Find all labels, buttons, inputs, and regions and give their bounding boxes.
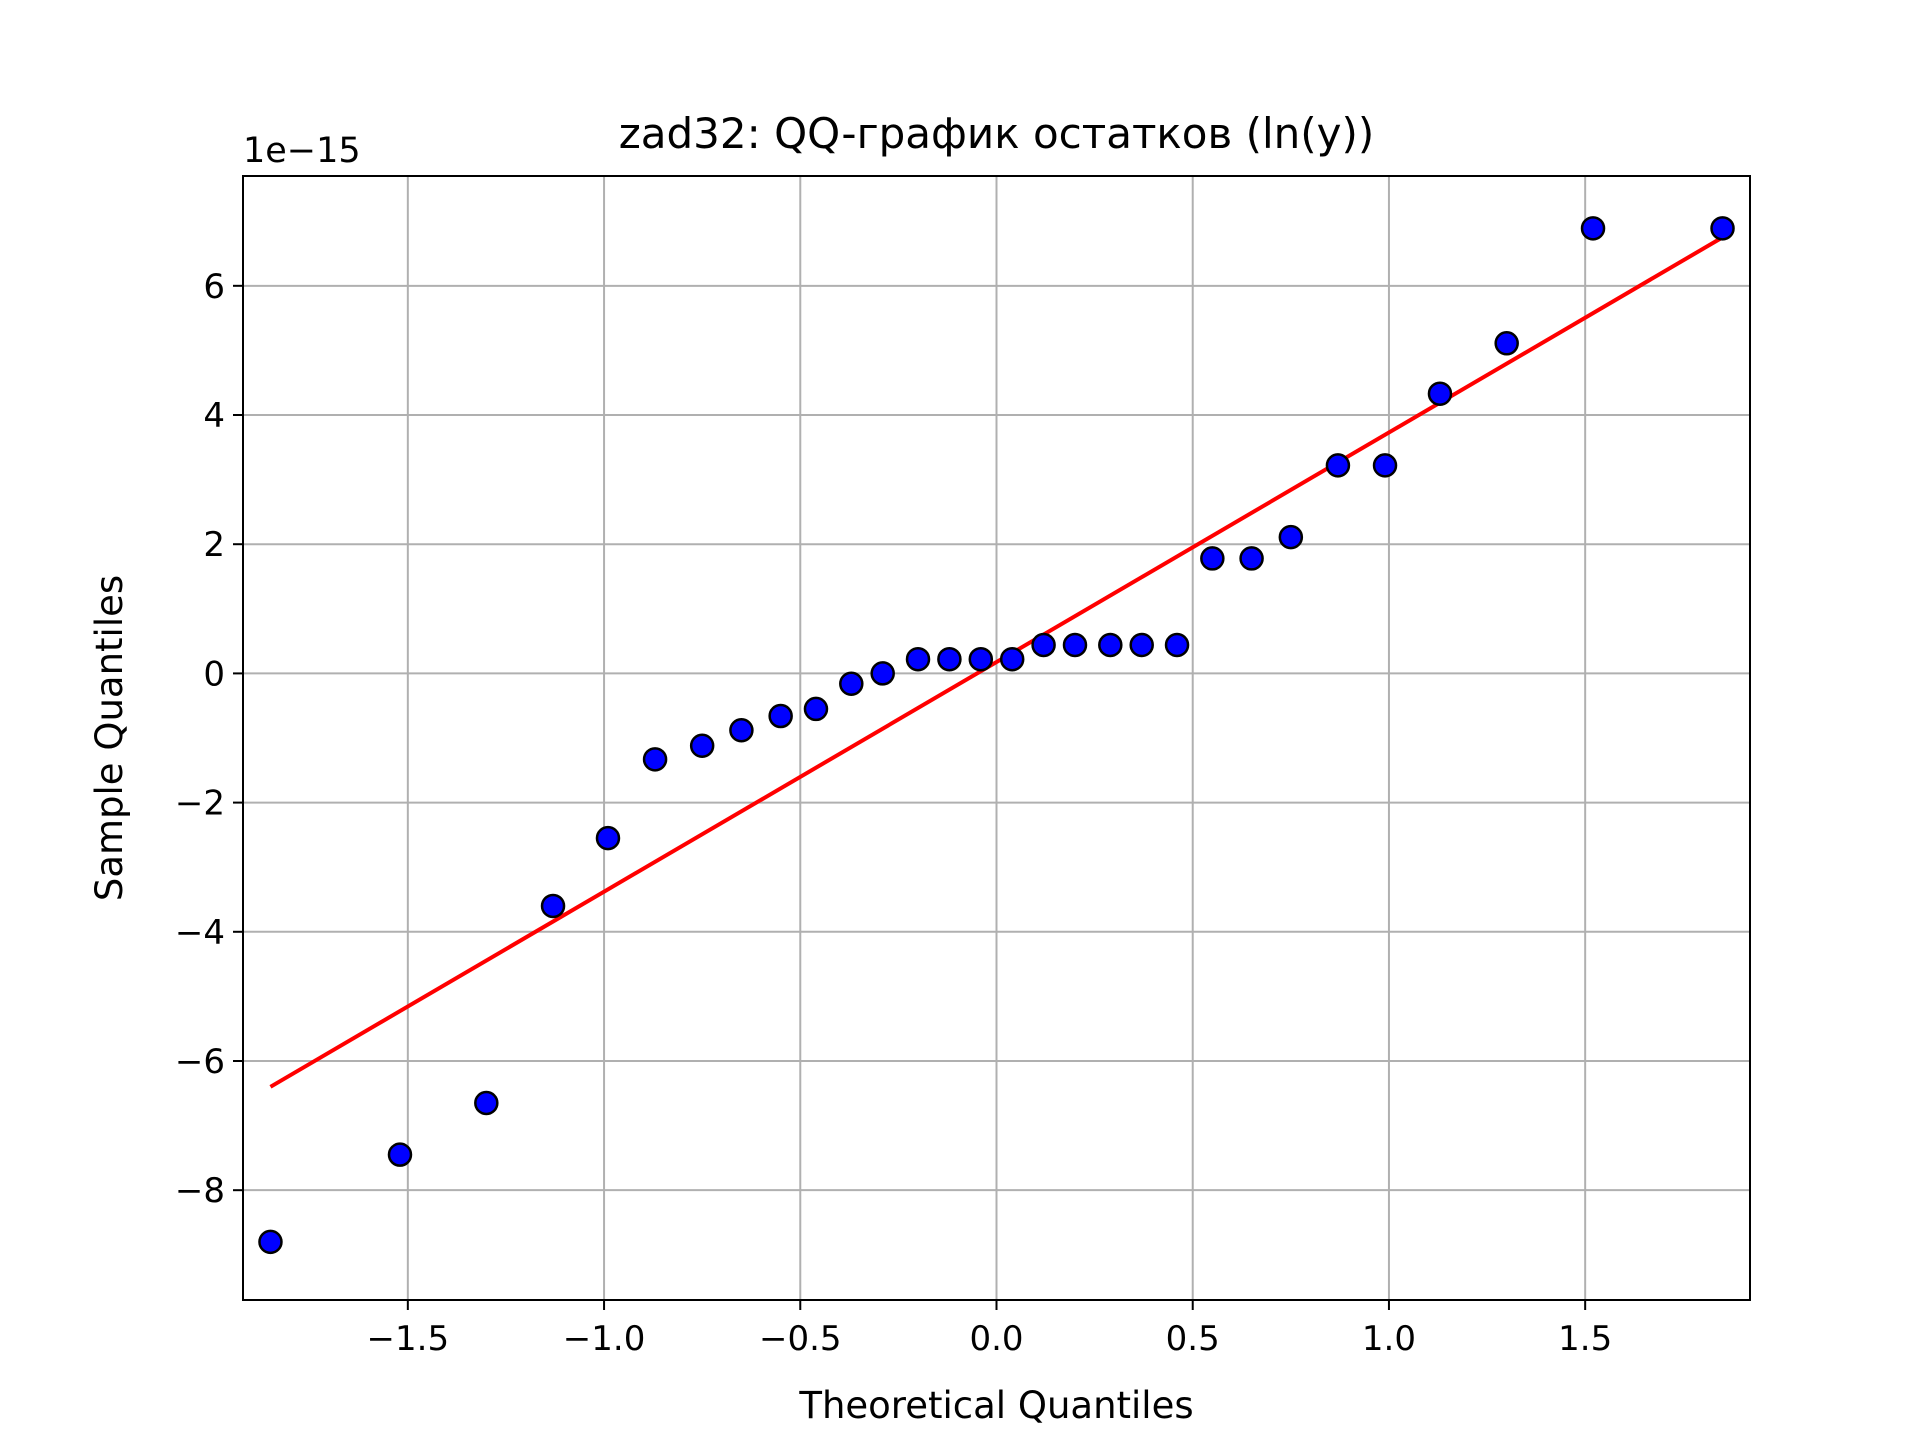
y-tick-label: 0 (203, 654, 225, 694)
data-point (1580, 216, 1606, 241)
data-point (999, 646, 1025, 672)
reference-line-layer (269, 235, 1724, 1089)
y-tick-label: 4 (203, 396, 225, 436)
reference-line (269, 235, 1724, 1089)
x-tick-label: 1.0 (1362, 1319, 1416, 1359)
data-point (1239, 546, 1264, 571)
data-point (1325, 453, 1351, 478)
x-axis-title: Theoretical Quantiles (798, 1384, 1193, 1427)
data-point (1200, 546, 1225, 571)
x-tick-label: 0.5 (1166, 1319, 1220, 1359)
data-point (803, 696, 829, 722)
data-point (1710, 216, 1735, 241)
data-point (689, 733, 715, 759)
data-point (1372, 453, 1398, 478)
data-point (1427, 381, 1453, 406)
y-offset-label: 1e−15 (243, 131, 361, 171)
x-tick-label: −1.0 (563, 1319, 646, 1359)
grid-lines (243, 176, 1750, 1300)
data-point (387, 1142, 413, 1167)
data-point (937, 646, 962, 672)
y-tick-label: −4 (175, 913, 225, 953)
data-point (1129, 632, 1154, 658)
y-tick-label: 2 (203, 525, 225, 565)
data-point (905, 646, 931, 672)
y-tick-label: 6 (203, 267, 225, 307)
y-axis-ticks: −8 −6 −4 −2 0 2 4 6 (175, 267, 243, 1211)
data-point (642, 747, 668, 772)
data-point (1164, 632, 1190, 658)
data-point (540, 893, 566, 919)
data-point (968, 646, 994, 672)
x-tick-label: 0.0 (969, 1319, 1023, 1359)
data-point (1031, 632, 1056, 658)
x-tick-label: 1.5 (1558, 1319, 1612, 1359)
y-axis-title: Sample Quantiles (88, 575, 131, 901)
data-point (474, 1090, 499, 1116)
data-point (258, 1229, 283, 1255)
data-point (1098, 632, 1123, 658)
y-tick-label: −2 (175, 784, 225, 824)
data-point (1494, 331, 1519, 356)
data-point (839, 671, 864, 696)
data-point (1062, 632, 1088, 658)
data-point (595, 825, 621, 851)
chart-title: zad32: QQ-график остатков (ln(y)) (619, 109, 1375, 158)
data-point (768, 703, 793, 729)
x-tick-label: −1.5 (367, 1319, 450, 1359)
data-point (1278, 524, 1304, 550)
data-point (870, 661, 895, 686)
data-point (729, 717, 754, 743)
data-points-layer (258, 216, 1735, 1255)
y-tick-label: −8 (175, 1171, 225, 1211)
x-tick-label: −0.5 (759, 1319, 842, 1359)
y-tick-label: −6 (175, 1042, 225, 1082)
x-axis-ticks: −1.5 −1.0 −0.5 0.0 0.5 1.0 1.5 (367, 1300, 1612, 1359)
